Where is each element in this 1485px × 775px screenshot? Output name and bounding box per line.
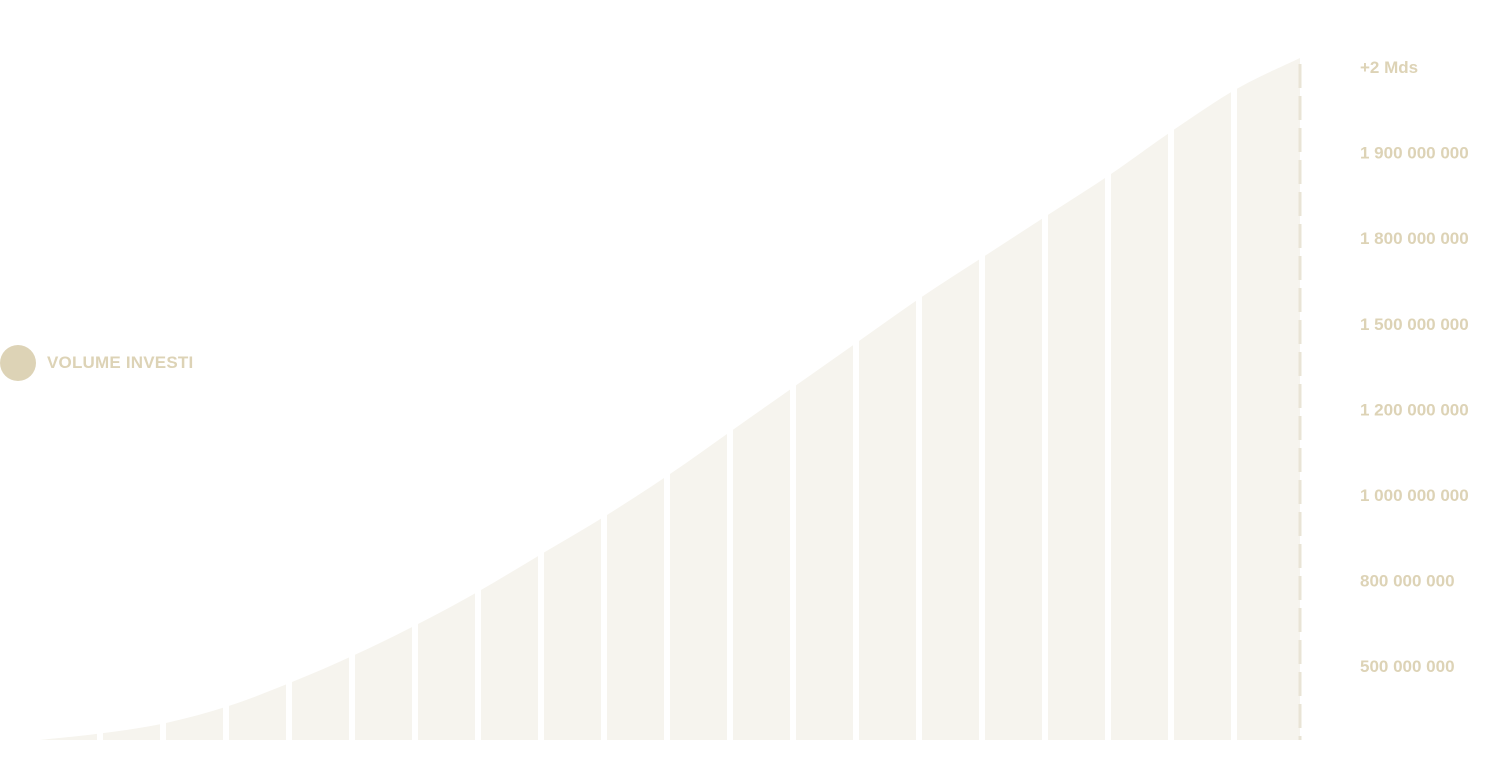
bar-separator (412, 48, 418, 740)
bar (40, 733, 97, 740)
bar (544, 515, 601, 740)
bar (1237, 58, 1294, 740)
bar (103, 723, 160, 740)
bar (670, 430, 727, 740)
bar-separator (916, 48, 922, 740)
y-tick-label: +2 Mds (1360, 58, 1418, 77)
bar-separator (538, 48, 544, 740)
bar (859, 297, 916, 740)
y-tick-label: 500 000 000 (1360, 657, 1455, 676)
legend-marker (0, 345, 36, 381)
bar (922, 256, 979, 740)
bar (166, 706, 223, 740)
bar-separator (286, 48, 292, 740)
bar (355, 624, 412, 740)
bar (607, 474, 664, 740)
bar (1111, 130, 1168, 740)
bar (733, 385, 790, 740)
bar (418, 590, 475, 740)
y-tick-label: 800 000 000 (1360, 572, 1455, 591)
bar (985, 215, 1042, 740)
bar-separator (1105, 48, 1111, 740)
bar (481, 552, 538, 740)
bar (229, 682, 286, 740)
y-tick-label: 1 000 000 000 (1360, 486, 1469, 505)
bar-separator (97, 48, 103, 740)
y-tick-label: 1 900 000 000 (1360, 144, 1469, 163)
bar-separator (475, 48, 481, 740)
legend-label: VOLUME INVESTI (47, 353, 194, 372)
legend: VOLUME INVESTI (0, 345, 193, 381)
bar-separator (223, 48, 229, 740)
bar-separator (979, 48, 985, 740)
bar (1048, 174, 1105, 740)
bar-separator (727, 48, 733, 740)
bar-separator (349, 48, 355, 740)
bar (1174, 89, 1231, 740)
bar-separator (1231, 48, 1237, 740)
bar (796, 341, 853, 740)
bar-separator (790, 48, 796, 740)
bar-separator (664, 48, 670, 740)
y-tick-label: 1 800 000 000 (1360, 229, 1469, 248)
y-tick-label: 1 500 000 000 (1360, 315, 1469, 334)
bar (292, 655, 349, 740)
bar-separator (853, 48, 859, 740)
y-tick-label: 1 200 000 000 (1360, 400, 1469, 419)
bar-separator (1168, 48, 1174, 740)
bar-separator (160, 48, 166, 740)
bar-separator (1042, 48, 1048, 740)
bar-separator (601, 48, 607, 740)
